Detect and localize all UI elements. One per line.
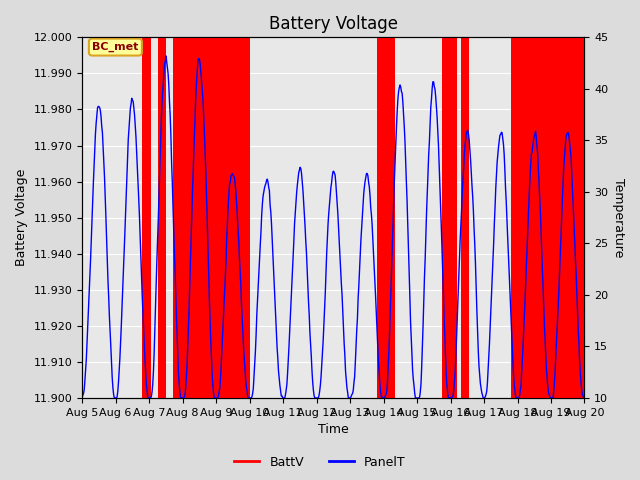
Bar <box>511 37 584 398</box>
Bar <box>377 37 396 398</box>
Bar <box>173 37 250 398</box>
Y-axis label: Battery Voltage: Battery Voltage <box>15 169 28 266</box>
Bar <box>452 37 457 398</box>
Title: Battery Voltage: Battery Voltage <box>269 15 398 33</box>
Bar <box>461 37 469 398</box>
Bar <box>157 37 166 398</box>
Legend: BattV, PanelT: BattV, PanelT <box>229 451 411 474</box>
Text: BC_met: BC_met <box>92 42 139 52</box>
Bar <box>143 37 151 398</box>
X-axis label: Time: Time <box>318 423 349 436</box>
Bar <box>442 37 452 398</box>
Y-axis label: Temperature: Temperature <box>612 178 625 257</box>
